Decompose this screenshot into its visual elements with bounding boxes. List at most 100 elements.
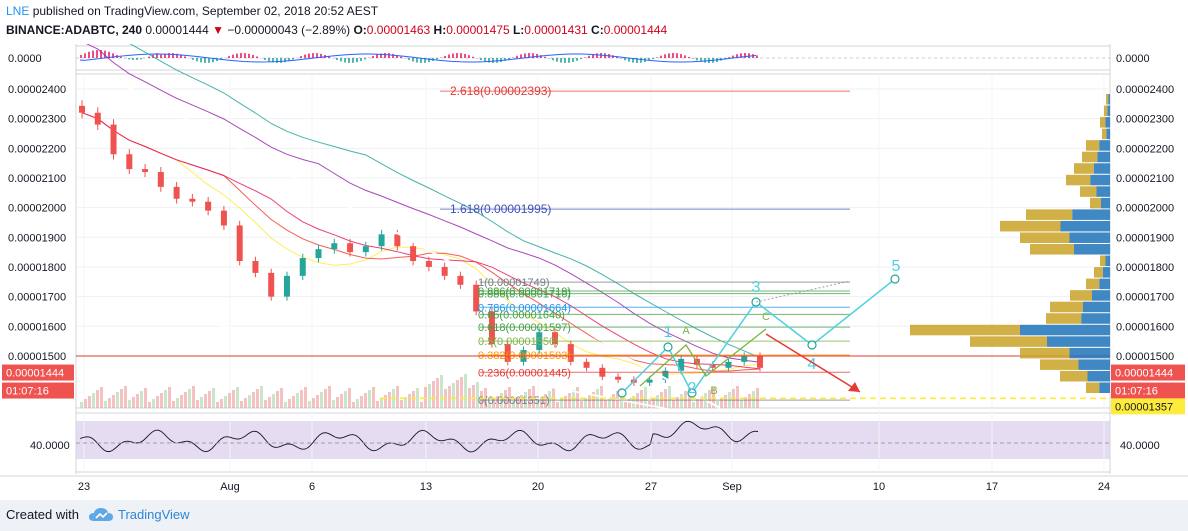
candle-body <box>205 201 212 211</box>
volume-bar <box>684 391 687 408</box>
macd-bar <box>424 58 426 63</box>
x-tick-label: 17 <box>986 481 998 493</box>
volume-profile-up <box>1090 174 1110 186</box>
volume-bar <box>720 398 723 408</box>
chart-header: LNE published on TradingView.com, Septem… <box>0 0 1188 44</box>
volume-bar <box>608 397 611 408</box>
candle-body <box>646 379 653 383</box>
macd-bar <box>172 53 174 58</box>
fib-level-label: 0.618(0.00001597) <box>478 322 571 334</box>
volume-profile-down <box>1102 128 1107 140</box>
low-value: 0.00001431 <box>524 23 588 37</box>
wave-point <box>663 342 673 352</box>
volume-bar <box>288 399 291 408</box>
candle-body <box>315 249 322 259</box>
macd-bar <box>288 58 290 62</box>
volume-bar <box>564 396 567 408</box>
candle-body <box>552 332 559 345</box>
macd-bar <box>540 55 542 58</box>
macd-bar <box>280 58 282 63</box>
candle-body <box>236 225 243 262</box>
candle-body <box>347 243 354 253</box>
macd-bar <box>444 55 446 58</box>
volume-bar <box>172 401 175 408</box>
volume-bar <box>80 402 83 408</box>
volume-bar <box>340 394 343 408</box>
volume-bar <box>148 402 151 408</box>
volume-profile-up <box>1078 359 1110 370</box>
volume-bar <box>244 398 247 408</box>
volume-bar <box>276 391 279 408</box>
volume-profile-up <box>1020 324 1110 336</box>
volume-bar <box>748 394 751 408</box>
volume-bar <box>248 395 251 408</box>
price-chart[interactable]: 0.00002400 0.00002400 0.00002300 0.00002300… <box>0 44 1188 500</box>
volume-bar <box>644 387 647 408</box>
volume-profile-down <box>1074 163 1094 174</box>
x-tick-label: Aug <box>220 481 240 493</box>
volume-profile-up <box>1081 313 1110 324</box>
moving-average-line <box>86 44 761 363</box>
macd-bar <box>584 57 586 58</box>
volume-profile-up <box>1101 197 1110 209</box>
publisher-name[interactable]: LNE <box>6 4 30 18</box>
volume-bar <box>316 395 319 408</box>
candle-body <box>362 246 369 253</box>
macd-bar <box>160 54 162 58</box>
macd-bar <box>668 53 670 58</box>
volume-bar <box>252 392 255 408</box>
volume-bar <box>736 386 739 408</box>
volume-profile-up <box>1069 232 1110 243</box>
candle-body <box>283 275 290 297</box>
macd-bar <box>464 53 466 58</box>
volume-bar <box>156 396 159 408</box>
y-tick-label-left: 0.00002000 <box>8 203 66 215</box>
candle-body <box>583 361 590 368</box>
y-tick-label-left: 0.00002100 <box>8 173 66 185</box>
volume-bar <box>200 397 203 408</box>
volume-bar <box>540 397 543 408</box>
macd-bar <box>212 58 214 63</box>
tradingview-brand-link[interactable]: TradingView <box>118 507 190 522</box>
candle-body <box>126 154 133 170</box>
volume-bar <box>304 387 307 408</box>
volume-bar <box>140 391 143 408</box>
macd-bar <box>512 57 514 58</box>
volume-bar <box>416 388 419 408</box>
candle-body <box>331 243 338 250</box>
macd-bar <box>736 54 738 58</box>
x-tick-label: 10 <box>873 481 885 493</box>
volume-bar <box>360 396 363 408</box>
macd-bar <box>204 58 206 63</box>
macd-bar <box>384 53 386 58</box>
volume-profile-up <box>1108 94 1110 105</box>
x-tick-label: 23 <box>78 481 90 493</box>
volume-bar <box>668 386 671 408</box>
y-tick-label-right: 0.00002200 <box>1116 143 1174 155</box>
macd-bar <box>300 56 302 58</box>
volume-bar <box>228 393 231 408</box>
y-tick-label-right: 0.00001500 <box>1116 351 1174 363</box>
macd-bar <box>588 55 590 58</box>
volume-bar <box>196 400 199 408</box>
volume-bar <box>628 399 631 408</box>
volume-bar <box>432 381 435 408</box>
volume-profile-down <box>1100 255 1106 267</box>
volume-bar <box>344 391 347 408</box>
volume-bar <box>260 386 263 408</box>
countdown-tag-right-bg <box>1111 382 1185 399</box>
macd-bar <box>456 53 458 58</box>
candle-body <box>378 234 385 247</box>
macd-bar <box>524 53 526 58</box>
volume-bar <box>460 377 463 408</box>
volume-bar <box>688 388 691 408</box>
y-tick-label-left: 0.00001500 <box>8 351 66 363</box>
y-tick-label-right: 0.00002000 <box>1116 203 1174 215</box>
last-price-tag-right-bg <box>1111 364 1185 381</box>
symbol-name[interactable]: BINANCE:ADABTC, 240 <box>6 23 143 37</box>
volume-bar <box>144 388 147 408</box>
tradingview-cloud-icon <box>89 508 113 521</box>
last-price-tag-left-bg <box>2 364 74 381</box>
rsi-tick-right: 40.0000 <box>1120 440 1160 452</box>
volume-bar <box>384 395 387 408</box>
